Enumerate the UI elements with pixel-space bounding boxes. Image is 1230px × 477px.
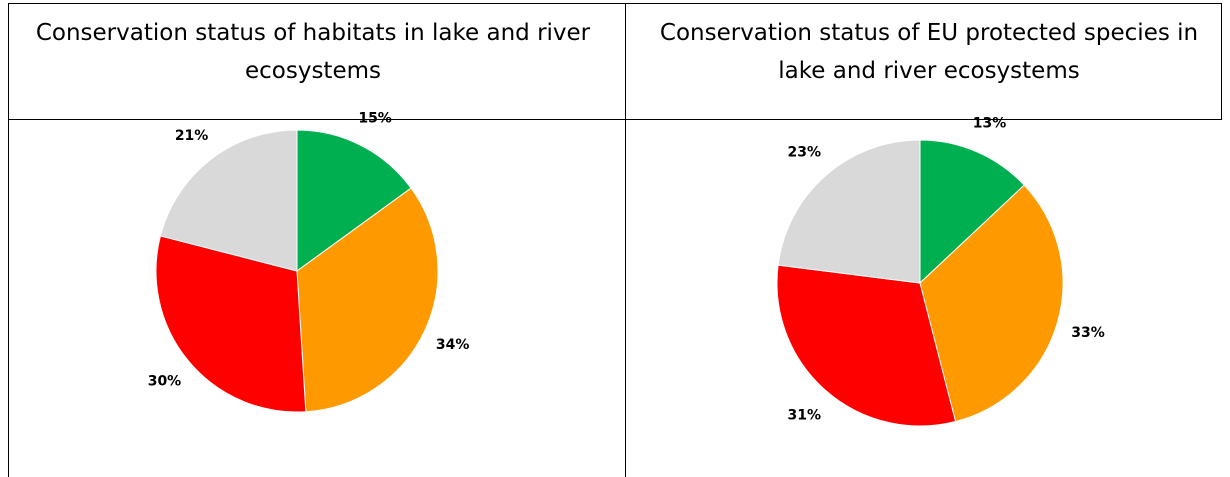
habitats-slice-favourable [296, 129, 412, 272]
species-label-favourable: 13% [973, 115, 1007, 131]
habitats-chart-title: Conservation status of habitats in lake … [35, 20, 591, 84]
table-border-right [1221, 3, 1222, 120]
species-label-unfavourable-bad: 31% [788, 407, 822, 423]
habitats-slice-unknown [159, 129, 298, 272]
habitats-slice-unfavourable-inadequate [296, 187, 439, 413]
habitats-label-unfavourable-inadequate: 34% [436, 337, 470, 353]
table-divider-horizontal [8, 119, 1222, 120]
species-slice-unfavourable-inadequate [919, 184, 1064, 423]
habitats-slice-unfavourable-bad [155, 235, 307, 413]
species-chart-title: Conservation status of EU protected spec… [659, 20, 1199, 84]
species-label-unfavourable-inadequate: 33% [1071, 325, 1105, 341]
habitats-label-unknown: 21% [175, 128, 209, 144]
table-border-top [8, 3, 1222, 4]
habitats-label-favourable: 15% [358, 111, 392, 127]
habitats-label-unfavourable-bad: 30% [148, 374, 182, 390]
species-slice-unknown [777, 139, 921, 284]
species-slice-unfavourable-bad [776, 264, 957, 427]
species-label-unknown: 23% [788, 145, 822, 161]
table-border-left [8, 3, 9, 477]
habitats-pie-chart: 15% 34% 30% 21% [148, 111, 470, 413]
table-divider-vertical [625, 3, 626, 477]
species-slice-favourable [919, 139, 1025, 285]
